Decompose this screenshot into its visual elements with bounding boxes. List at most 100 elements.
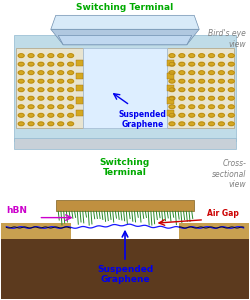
Circle shape <box>179 96 185 100</box>
Circle shape <box>28 96 34 100</box>
Bar <box>167 85 174 91</box>
Circle shape <box>28 54 34 58</box>
Circle shape <box>169 54 175 58</box>
Circle shape <box>218 62 224 66</box>
Circle shape <box>48 96 54 100</box>
Circle shape <box>218 79 224 83</box>
Circle shape <box>208 62 214 66</box>
Circle shape <box>48 122 54 126</box>
Circle shape <box>208 113 214 117</box>
Circle shape <box>68 62 73 66</box>
Circle shape <box>58 88 64 92</box>
Circle shape <box>58 122 64 126</box>
Circle shape <box>68 96 73 100</box>
Bar <box>2 237 248 298</box>
Circle shape <box>169 62 175 66</box>
Circle shape <box>179 88 185 92</box>
Circle shape <box>228 96 234 100</box>
Circle shape <box>18 71 24 74</box>
Text: Switching
Terminal: Switching Terminal <box>100 158 150 177</box>
Bar <box>167 60 174 67</box>
Circle shape <box>179 122 185 126</box>
Text: Suspended
Graphene: Suspended Graphene <box>97 265 153 284</box>
Circle shape <box>38 88 44 92</box>
Circle shape <box>68 105 73 109</box>
Bar <box>167 73 174 79</box>
Circle shape <box>38 96 44 100</box>
Circle shape <box>18 88 24 92</box>
Circle shape <box>48 54 54 58</box>
Bar <box>56 200 194 211</box>
Circle shape <box>199 62 204 66</box>
Circle shape <box>169 105 175 109</box>
Bar <box>2 223 70 239</box>
Circle shape <box>18 79 24 83</box>
Bar <box>16 48 83 128</box>
Text: Switching Terminal: Switching Terminal <box>76 3 174 12</box>
Circle shape <box>48 88 54 92</box>
Circle shape <box>218 96 224 100</box>
Circle shape <box>208 88 214 92</box>
Circle shape <box>228 122 234 126</box>
Circle shape <box>68 113 73 117</box>
Circle shape <box>18 122 24 126</box>
Circle shape <box>179 79 185 83</box>
Circle shape <box>18 96 24 100</box>
Circle shape <box>38 79 44 83</box>
Circle shape <box>38 62 44 66</box>
Circle shape <box>58 62 64 66</box>
Circle shape <box>68 54 73 58</box>
Circle shape <box>28 113 34 117</box>
Circle shape <box>199 79 204 83</box>
Circle shape <box>228 88 234 92</box>
Bar <box>76 60 83 67</box>
Circle shape <box>169 113 175 117</box>
Circle shape <box>169 122 175 126</box>
Circle shape <box>189 113 195 117</box>
Circle shape <box>208 54 214 58</box>
Circle shape <box>228 62 234 66</box>
Circle shape <box>199 88 204 92</box>
Circle shape <box>218 54 224 58</box>
Bar <box>167 98 174 104</box>
Circle shape <box>218 105 224 109</box>
Text: Cross-
sectional
view: Cross- sectional view <box>212 159 246 189</box>
Circle shape <box>189 122 195 126</box>
Circle shape <box>189 71 195 74</box>
Text: Air Gap: Air Gap <box>206 208 238 217</box>
Bar <box>167 110 174 116</box>
Circle shape <box>169 96 175 100</box>
Circle shape <box>38 113 44 117</box>
Circle shape <box>38 122 44 126</box>
Polygon shape <box>58 35 192 45</box>
Circle shape <box>18 54 24 58</box>
Circle shape <box>58 71 64 74</box>
Circle shape <box>58 96 64 100</box>
Circle shape <box>68 88 73 92</box>
Bar <box>70 223 180 239</box>
Circle shape <box>179 105 185 109</box>
Circle shape <box>48 113 54 117</box>
Circle shape <box>218 122 224 126</box>
Circle shape <box>28 122 34 126</box>
Circle shape <box>58 105 64 109</box>
Circle shape <box>189 62 195 66</box>
Circle shape <box>169 88 175 92</box>
Circle shape <box>38 54 44 58</box>
Circle shape <box>208 122 214 126</box>
Circle shape <box>48 105 54 109</box>
Circle shape <box>58 113 64 117</box>
Circle shape <box>169 79 175 83</box>
Circle shape <box>68 79 73 83</box>
Circle shape <box>58 79 64 83</box>
Circle shape <box>68 122 73 126</box>
Circle shape <box>218 88 224 92</box>
Circle shape <box>28 71 34 74</box>
Circle shape <box>228 105 234 109</box>
Circle shape <box>228 113 234 117</box>
Circle shape <box>28 62 34 66</box>
Circle shape <box>208 79 214 83</box>
Bar <box>76 73 83 79</box>
Circle shape <box>18 105 24 109</box>
Circle shape <box>58 54 64 58</box>
